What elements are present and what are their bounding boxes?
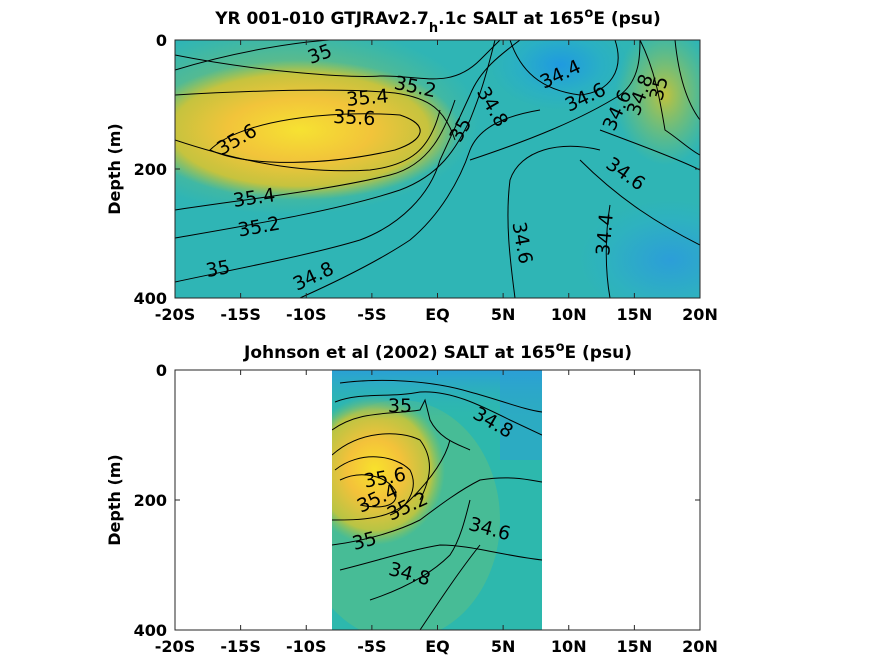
panel-1-colormap [175, 40, 700, 298]
x-tick-label: 15N [617, 305, 653, 324]
x-tick-label: 20N [682, 637, 718, 656]
y-tick-label: 200 [134, 491, 167, 510]
panel-1-ticks: -20S -15S -10S -5S EQ 5N 10N 15N 20N 0 200 400 [134, 31, 718, 324]
panel-2-contour-label: 35 [388, 395, 412, 417]
panel-2-ticks: -20S -15S -10S -5S EQ 5N 10N 15N 20N 0 200 400 [134, 361, 718, 656]
panel-1-contour-label: 35.4 [345, 85, 389, 111]
panel-1: YR 001-010 GTJRAv2.7h.1c SALT at 165oE (… [105, 6, 718, 324]
y-tick-label: 200 [134, 160, 167, 179]
x-tick-label: 5N [491, 637, 516, 656]
x-tick-label: 10N [551, 637, 587, 656]
panel-2-ylabel: Depth (m) [105, 454, 124, 546]
y-tick-label: 0 [156, 31, 167, 50]
x-tick-label: -5S [357, 637, 386, 656]
x-tick-label: -5S [357, 305, 386, 324]
x-tick-label: -10S [286, 637, 326, 656]
panel-2-colormap [332, 370, 542, 630]
panel-2: Johnson et al (2002) SALT at 165oE (psu)… [105, 340, 718, 656]
panel-1-contours [175, 40, 700, 298]
x-tick-label: EQ [425, 637, 450, 656]
y-tick-label: 400 [134, 289, 167, 308]
panel-2-contours [332, 379, 542, 630]
x-tick-label: -20S [155, 305, 195, 324]
panel-1-contour-label: 34.4 [592, 212, 618, 256]
panel-1-contour-label: 35 [204, 256, 232, 282]
panel-2-title: Johnson et al (2002) SALT at 165oE (psu) [243, 340, 632, 363]
x-tick-label: 5N [491, 305, 516, 324]
x-tick-label: -15S [220, 305, 260, 324]
panel-1-ylabel: Depth (m) [105, 123, 124, 215]
x-tick-label: -10S [286, 305, 326, 324]
x-tick-label: 10N [551, 305, 587, 324]
x-tick-label: EQ [425, 305, 450, 324]
y-tick-label: 0 [156, 361, 167, 380]
x-tick-label: 15N [617, 637, 653, 656]
x-tick-label: -20S [155, 637, 195, 656]
y-tick-label: 400 [134, 621, 167, 640]
panel-1-contour-label: 35.6 [333, 106, 376, 130]
x-tick-label: 20N [682, 305, 718, 324]
panel-1-title: YR 001-010 GTJRAv2.7h.1c SALT at 165oE (… [214, 6, 661, 36]
x-tick-label: -15S [220, 637, 260, 656]
